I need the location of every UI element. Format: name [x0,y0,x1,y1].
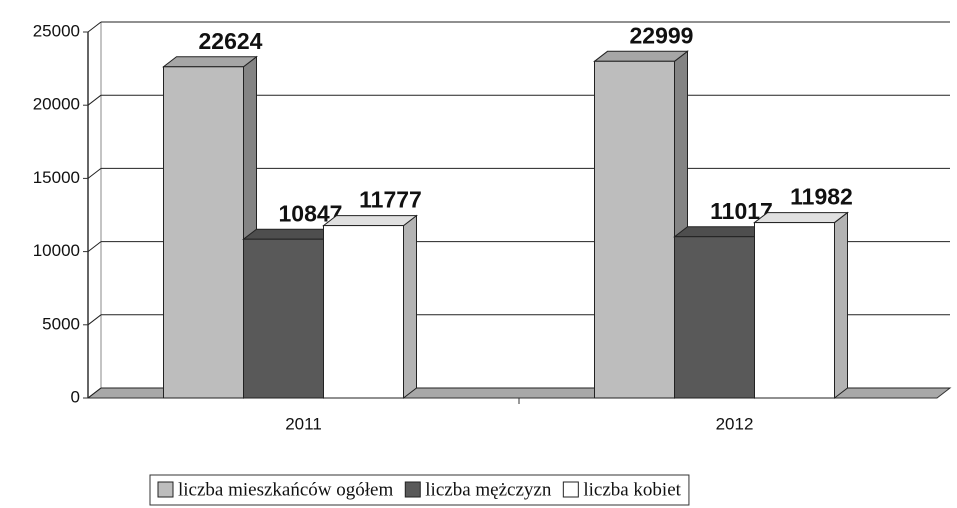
legend-box [149,474,690,506]
bar [754,222,835,399]
bar-top [753,212,849,224]
data-label: 22999 [630,22,694,48]
y-tick-label: 5000 [42,314,80,333]
data-label: 11777 [359,187,422,213]
grid-line-side [87,94,102,106]
legend-swatch [404,481,421,498]
grid-line-side [87,387,102,399]
y-tick-label: 10000 [33,241,80,260]
bar-top [242,228,338,240]
data-label: 22624 [199,28,263,54]
grid-line-side [87,168,102,179]
bar [323,225,404,399]
legend-swatch [157,481,174,498]
bar [243,238,324,399]
y-tick-label: 25000 [33,21,80,40]
bar [674,236,755,399]
bar [594,60,675,399]
legend-label: liczba mężczyzn [425,479,552,500]
y-tick-label: 15000 [33,168,80,187]
bar-side [834,211,848,400]
bar-top [593,50,689,62]
bar-side [403,214,417,400]
bar [163,66,244,399]
y-tick-label: 20000 [33,95,80,114]
grid-line-side [87,241,102,252]
x-tick-label: 2012 [716,414,754,433]
legend-label: liczba kobiet [583,479,681,500]
legend-label: liczba mieszkańców ogółem [178,479,393,500]
legend-swatch [562,481,579,498]
grid-line-side [87,21,102,33]
bar-top [162,56,258,68]
x-tick-label: 2011 [285,414,322,433]
grid-line-side [87,314,102,326]
bar-top [673,226,769,238]
y-tick-label: 0 [71,387,80,406]
data-label: 11982 [790,184,853,210]
bar-top [322,215,418,227]
